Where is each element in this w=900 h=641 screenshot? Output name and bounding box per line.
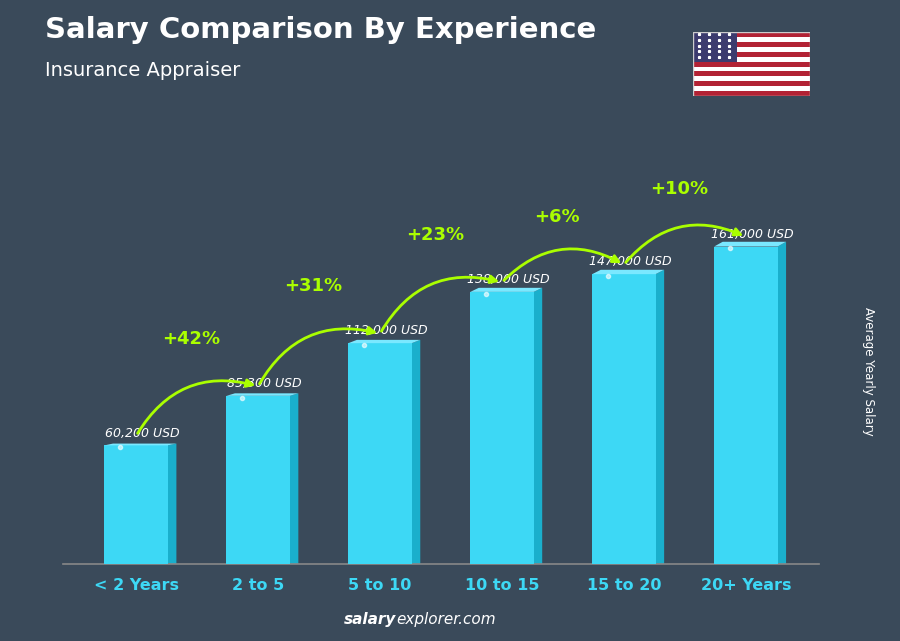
Polygon shape (168, 444, 176, 564)
Text: salary: salary (344, 612, 396, 627)
Bar (693, 67, 810, 72)
Bar (693, 32, 810, 37)
Polygon shape (534, 288, 542, 564)
Polygon shape (227, 394, 298, 396)
Text: 85,300 USD: 85,300 USD (227, 377, 302, 390)
Polygon shape (592, 270, 664, 274)
Bar (693, 91, 810, 96)
Bar (693, 52, 810, 56)
Text: explorer.com: explorer.com (396, 612, 496, 627)
Text: 147,000 USD: 147,000 USD (589, 255, 671, 269)
Text: 60,200 USD: 60,200 USD (105, 426, 180, 440)
Bar (693, 81, 810, 87)
Bar (693, 72, 810, 76)
Text: +10%: +10% (650, 181, 707, 199)
Polygon shape (471, 288, 542, 292)
Polygon shape (592, 274, 655, 564)
Bar (693, 87, 810, 91)
Text: +23%: +23% (406, 226, 464, 244)
Bar (693, 76, 810, 81)
Text: 161,000 USD: 161,000 USD (711, 228, 793, 241)
Text: 112,000 USD: 112,000 USD (345, 324, 427, 337)
Polygon shape (655, 270, 664, 564)
Text: +31%: +31% (284, 277, 342, 295)
Bar (693, 62, 810, 67)
Text: Insurance Appraiser: Insurance Appraiser (45, 61, 240, 80)
Text: Salary Comparison By Experience: Salary Comparison By Experience (45, 16, 596, 44)
Text: +6%: +6% (534, 208, 580, 226)
Polygon shape (471, 292, 534, 564)
Bar (693, 47, 810, 52)
Text: Average Yearly Salary: Average Yearly Salary (862, 308, 875, 436)
Polygon shape (411, 340, 420, 564)
Text: +42%: +42% (162, 329, 220, 348)
Bar (693, 32, 737, 62)
Polygon shape (104, 445, 168, 564)
Polygon shape (290, 394, 298, 564)
Text: 138,000 USD: 138,000 USD (467, 273, 549, 286)
Polygon shape (104, 444, 176, 445)
Polygon shape (227, 396, 290, 564)
Polygon shape (714, 247, 778, 564)
Bar (693, 37, 810, 42)
Polygon shape (778, 242, 786, 564)
Bar (693, 42, 810, 47)
Polygon shape (348, 340, 420, 343)
Polygon shape (714, 242, 786, 247)
Polygon shape (348, 343, 411, 564)
Bar (693, 56, 810, 62)
